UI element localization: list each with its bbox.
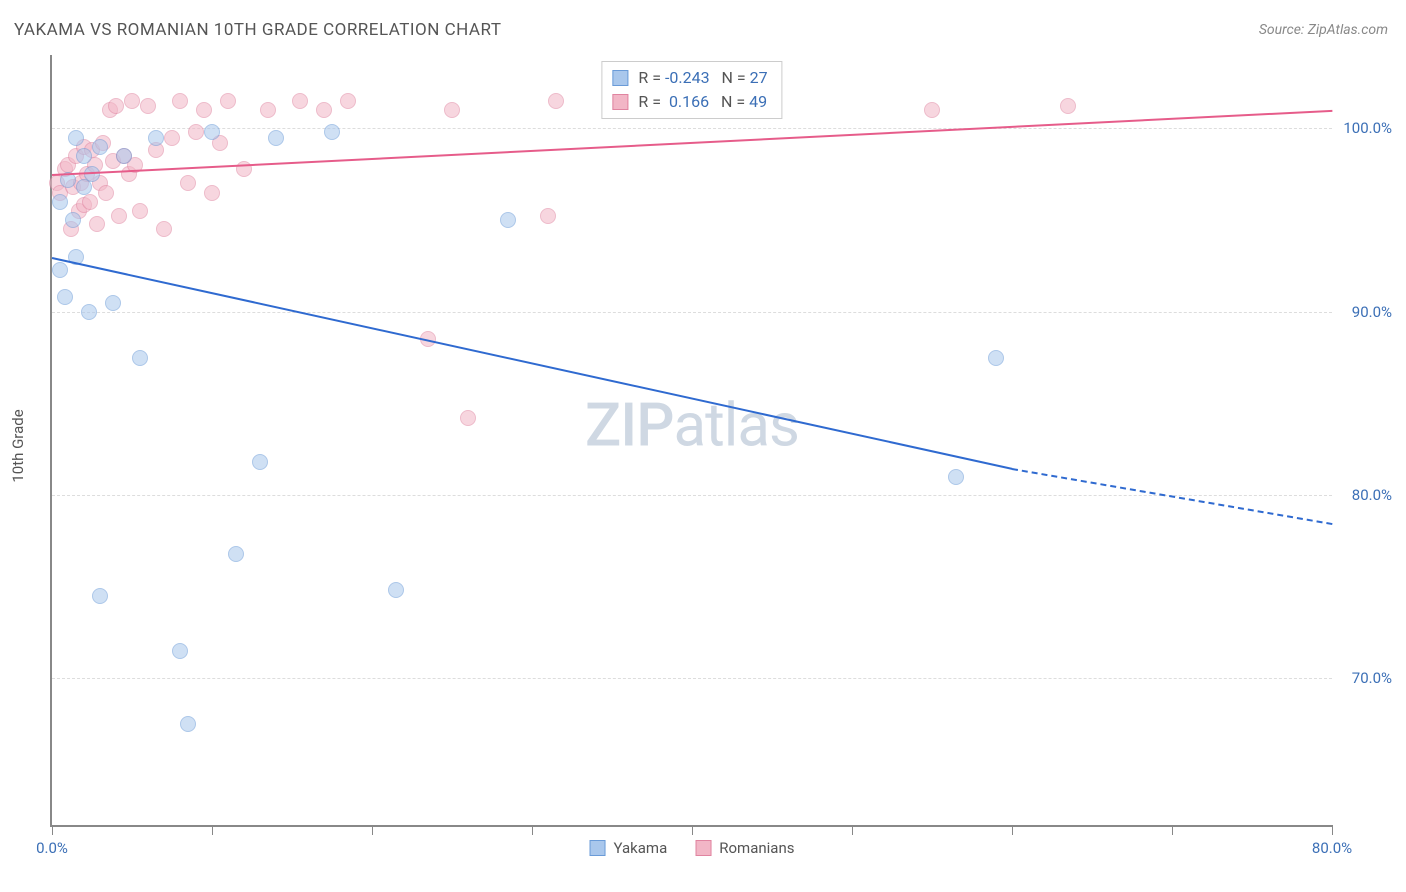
y-tick-label: 100.0%	[1343, 119, 1392, 137]
point-romanians	[196, 102, 212, 118]
x-tick	[52, 825, 53, 835]
point-romanians	[98, 185, 114, 201]
x-tick	[212, 825, 213, 835]
point-yakama	[388, 582, 404, 598]
x-tick	[532, 825, 533, 835]
legend-swatch-romanians	[695, 840, 711, 856]
point-romanians	[548, 93, 564, 109]
gridline-h	[52, 495, 1332, 496]
point-romanians	[132, 203, 148, 219]
x-tick	[1332, 825, 1333, 835]
point-yakama	[988, 350, 1004, 366]
point-romanians	[220, 93, 236, 109]
point-yakama	[76, 148, 92, 164]
x-tick	[852, 825, 853, 835]
point-yakama	[65, 212, 81, 228]
legend-swatch-yakama	[590, 840, 606, 856]
point-yakama	[52, 262, 68, 278]
point-romanians	[164, 130, 180, 146]
point-yakama	[105, 295, 121, 311]
point-yakama	[57, 289, 73, 305]
point-romanians	[188, 124, 204, 140]
point-romanians	[316, 102, 332, 118]
trendline-yakama	[52, 257, 1012, 470]
stats-text: R = -0.243 N = 27	[638, 66, 767, 90]
plot-area: ZIPatlas R = -0.243 N = 27R = 0.166 N = …	[50, 55, 1332, 827]
point-romanians	[924, 102, 940, 118]
source-label: Source: ZipAtlas.com	[1259, 22, 1388, 38]
gridline-h	[52, 678, 1332, 679]
gridline-h	[52, 128, 1332, 129]
y-tick-label: 80.0%	[1352, 486, 1392, 504]
point-romanians	[172, 93, 188, 109]
x-tick	[692, 825, 693, 835]
point-yakama	[268, 130, 284, 146]
point-yakama	[228, 546, 244, 562]
point-romanians	[180, 175, 196, 191]
y-tick-label: 90.0%	[1352, 303, 1392, 321]
point-romanians	[111, 208, 127, 224]
trendline-romanians	[52, 110, 1332, 176]
point-romanians	[108, 98, 124, 114]
x-tick	[1172, 825, 1173, 835]
point-romanians	[140, 98, 156, 114]
point-romanians	[89, 216, 105, 232]
gridline-h	[52, 312, 1332, 313]
stats-row: R = -0.243 N = 27	[612, 66, 767, 90]
point-romanians	[460, 410, 476, 426]
stats-legend: R = -0.243 N = 27R = 0.166 N = 49	[601, 61, 782, 119]
point-yakama	[324, 124, 340, 140]
point-romanians	[204, 185, 220, 201]
point-yakama	[92, 139, 108, 155]
point-yakama	[81, 304, 97, 320]
x-tick-label: 80.0%	[1312, 839, 1352, 857]
stats-text: R = 0.166 N = 49	[638, 90, 767, 114]
point-yakama	[204, 124, 220, 140]
point-yakama	[180, 716, 196, 732]
point-yakama	[500, 212, 516, 228]
point-romanians	[292, 93, 308, 109]
point-romanians	[260, 102, 276, 118]
chart-title: YAKAMA VS ROMANIAN 10TH GRADE CORRELATIO…	[14, 20, 501, 40]
point-yakama	[116, 148, 132, 164]
legend-label: Romanians	[719, 839, 794, 857]
point-yakama	[92, 588, 108, 604]
legend-bottom: Yakama Romanians	[590, 839, 795, 857]
legend-item: Romanians	[695, 839, 794, 857]
y-axis-title: 10th Grade	[9, 409, 27, 482]
y-tick-label: 70.0%	[1352, 669, 1392, 687]
point-romanians	[156, 221, 172, 237]
point-yakama	[52, 194, 68, 210]
x-tick-label: 0.0%	[36, 839, 68, 857]
x-tick	[1012, 825, 1013, 835]
watermark-zip: ZIP	[585, 389, 673, 460]
point-romanians	[124, 93, 140, 109]
point-yakama	[132, 350, 148, 366]
stats-row: R = 0.166 N = 49	[612, 90, 767, 114]
point-romanians	[1060, 98, 1076, 114]
swatch-yakama	[612, 70, 628, 86]
point-romanians	[540, 208, 556, 224]
point-yakama	[148, 130, 164, 146]
point-romanians	[444, 102, 460, 118]
legend-label: Yakama	[614, 839, 668, 857]
point-yakama	[948, 469, 964, 485]
swatch-romanians	[612, 94, 628, 110]
x-tick	[372, 825, 373, 835]
point-yakama	[68, 130, 84, 146]
point-yakama	[172, 643, 188, 659]
point-romanians	[340, 93, 356, 109]
legend-item: Yakama	[590, 839, 668, 857]
point-yakama	[252, 454, 268, 470]
point-romanians	[82, 194, 98, 210]
